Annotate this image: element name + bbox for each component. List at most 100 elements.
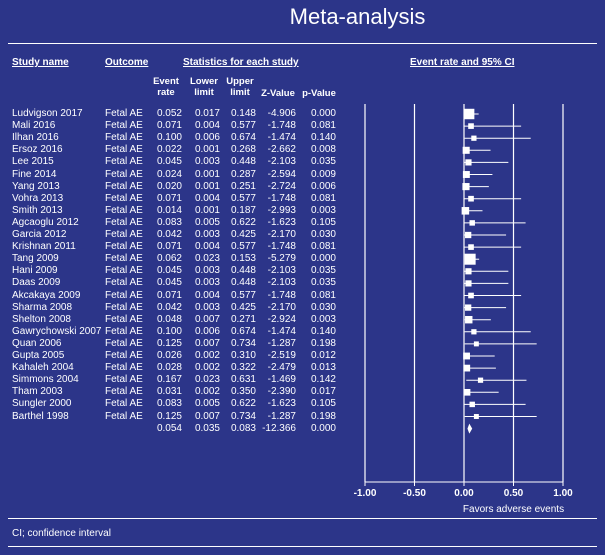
cell-rate: 0.042 xyxy=(156,301,182,313)
footer-rule xyxy=(8,546,597,547)
point-estimate xyxy=(465,159,472,166)
cell-z: -2.724 xyxy=(267,180,296,192)
cell-upper: 0.448 xyxy=(230,156,256,168)
cell-p: 0.035 xyxy=(310,277,336,289)
cell-z: -1.469 xyxy=(267,374,296,386)
summary-lower: 0.035 xyxy=(194,422,220,434)
cell-lower: 0.003 xyxy=(194,301,220,313)
cell-lower: 0.001 xyxy=(194,204,220,216)
header-upper-line1: Upper xyxy=(226,76,254,87)
cell-upper: 0.448 xyxy=(230,265,256,277)
cell-z: -1.474 xyxy=(267,132,296,144)
point-estimate xyxy=(469,220,475,226)
point-estimate xyxy=(463,108,475,120)
cell-z: -4.906 xyxy=(267,108,296,119)
point-estimate xyxy=(464,253,476,265)
x-tick-label: -1.00 xyxy=(354,488,377,499)
cell-lower: 0.004 xyxy=(194,289,220,301)
header-outcome: Outcome xyxy=(105,57,149,68)
cell-outcome: Fetal AE xyxy=(105,386,143,398)
cell-z: -1.474 xyxy=(267,325,296,337)
cell-study: Vohra 2013 xyxy=(12,192,64,204)
figure-title: Meta-analysis xyxy=(289,4,426,29)
point-estimate xyxy=(468,195,474,202)
cell-rate: 0.167 xyxy=(156,374,182,386)
cell-lower: 0.005 xyxy=(194,216,220,228)
point-estimate xyxy=(468,123,474,129)
cell-study: Gupta 2005 xyxy=(12,350,65,361)
cell-lower: 0.004 xyxy=(194,192,220,204)
summary-upper: 0.083 xyxy=(230,422,256,434)
cell-rate: 0.045 xyxy=(156,277,182,289)
cell-rate: 0.125 xyxy=(156,410,182,422)
header-lower-line2: limit xyxy=(194,87,214,98)
cell-lower: 0.007 xyxy=(194,337,220,349)
cell-study: Mali 2016 xyxy=(12,120,56,132)
point-estimate xyxy=(468,244,474,250)
cell-outcome: Fetal AE xyxy=(105,156,143,168)
cell-upper: 0.631 xyxy=(230,374,256,386)
header-event-rate-line1: Event xyxy=(153,76,179,87)
cell-p: 0.017 xyxy=(310,386,336,398)
cell-upper: 0.622 xyxy=(230,216,256,228)
cell-z: -1.748 xyxy=(267,120,296,132)
cell-p: 0.198 xyxy=(310,410,336,422)
cell-outcome: Fetal AE xyxy=(105,216,143,228)
cell-upper: 0.577 xyxy=(230,289,256,301)
cell-p: 0.035 xyxy=(310,265,336,277)
cell-p: 0.035 xyxy=(310,156,336,168)
point-estimate xyxy=(465,280,472,287)
point-estimate xyxy=(461,207,470,215)
cell-p: 0.105 xyxy=(310,216,336,228)
cell-upper: 0.577 xyxy=(230,120,256,132)
cell-p: 0.030 xyxy=(310,229,336,240)
cell-study: Smith 2013 xyxy=(12,204,63,216)
cell-rate: 0.028 xyxy=(156,362,182,374)
cell-outcome: Fetal AE xyxy=(105,229,143,240)
cell-outcome: Fetal AE xyxy=(105,180,143,192)
cell-lower: 0.001 xyxy=(194,144,220,156)
cell-z: -2.103 xyxy=(267,265,296,277)
x-tick-label: 0.00 xyxy=(454,488,474,499)
cell-rate: 0.045 xyxy=(156,265,182,277)
summary-rate: 0.054 xyxy=(156,422,182,434)
cell-z: -1.287 xyxy=(267,410,296,422)
cell-rate: 0.045 xyxy=(156,156,182,168)
cell-outcome: Fetal AE xyxy=(105,144,143,156)
cell-outcome: Fetal AE xyxy=(105,398,143,410)
cell-lower: 0.007 xyxy=(194,410,220,422)
cell-p: 0.142 xyxy=(310,374,336,386)
cell-p: 0.030 xyxy=(310,301,336,313)
cell-z: -2.103 xyxy=(267,277,296,289)
cell-lower: 0.001 xyxy=(194,168,220,180)
cell-study: Sharma 2008 xyxy=(12,301,73,313)
cell-p: 0.008 xyxy=(310,144,336,156)
cell-rate: 0.048 xyxy=(156,313,182,325)
cell-z: -1.748 xyxy=(267,289,296,301)
cell-p: 0.198 xyxy=(310,337,336,349)
cell-study: Ersoz 2016 xyxy=(12,144,63,156)
cell-z: -2.103 xyxy=(267,156,296,168)
cell-p: 0.081 xyxy=(310,241,336,253)
cell-z: -2.170 xyxy=(267,301,296,313)
cell-upper: 0.577 xyxy=(230,241,256,253)
cell-upper: 0.322 xyxy=(230,362,256,374)
header-event-rate: Event rate xyxy=(148,76,184,98)
cell-lower: 0.004 xyxy=(194,241,220,253)
cell-rate: 0.022 xyxy=(156,144,182,156)
cell-study: Yang 2013 xyxy=(12,180,60,192)
point-estimate xyxy=(465,315,473,324)
cell-outcome: Fetal AE xyxy=(105,204,143,216)
cell-outcome: Fetal AE xyxy=(105,253,143,265)
cell-study: Simmons 2004 xyxy=(12,374,79,386)
cell-upper: 0.577 xyxy=(230,192,256,204)
cell-p: 0.000 xyxy=(310,253,336,265)
cell-p: 0.003 xyxy=(310,204,336,216)
cell-upper: 0.448 xyxy=(230,277,256,289)
cell-study: Ludvigson 2017 xyxy=(12,108,83,119)
cell-lower: 0.017 xyxy=(194,108,220,119)
cell-lower: 0.007 xyxy=(194,313,220,325)
point-estimate xyxy=(471,135,477,141)
cell-upper: 0.674 xyxy=(230,132,256,144)
cell-rate: 0.052 xyxy=(156,108,182,119)
